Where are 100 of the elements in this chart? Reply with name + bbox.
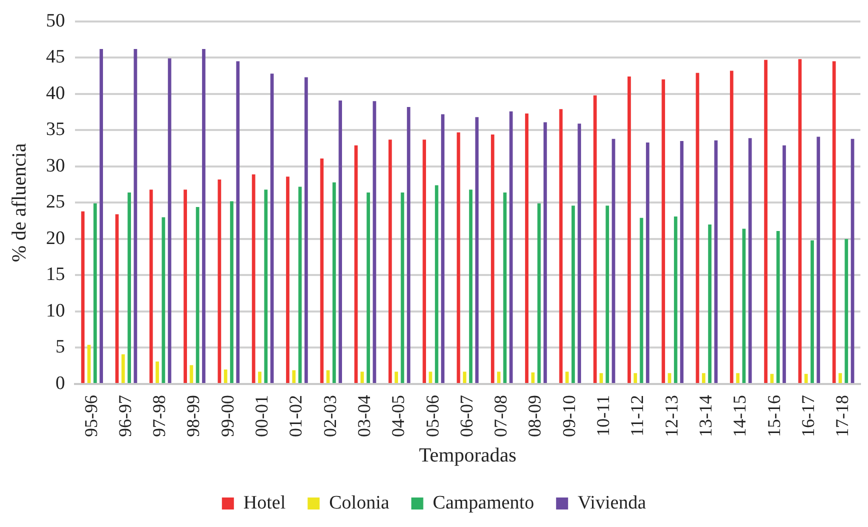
- bar: [156, 362, 159, 384]
- x-tick-label: 02-03: [320, 395, 340, 438]
- bar: [196, 207, 200, 384]
- bar: [168, 58, 172, 384]
- x-tick-label: 13-14: [695, 395, 716, 438]
- bar: [572, 206, 575, 384]
- bar: [320, 158, 324, 384]
- bar: [776, 230, 780, 384]
- bar: [674, 216, 678, 384]
- bar: [525, 114, 528, 384]
- x-tick-label: 04-05: [388, 395, 408, 438]
- bar: [748, 138, 752, 384]
- bar: [497, 372, 500, 384]
- bar: [149, 190, 153, 384]
- bar: [121, 354, 125, 384]
- bar: [475, 117, 479, 384]
- bar: [565, 372, 569, 384]
- bar: [360, 372, 364, 384]
- legend-label: Vivienda: [578, 492, 647, 514]
- bar: [428, 372, 432, 384]
- x-tick-label: 05-06: [422, 395, 442, 438]
- y-tick-label: 35: [46, 119, 65, 140]
- bar: [202, 48, 206, 384]
- y-tick-label: 40: [46, 82, 65, 104]
- bar: [332, 182, 336, 384]
- bar: [708, 224, 712, 384]
- bar: [190, 365, 194, 384]
- x-tick-label: 99-00: [217, 395, 238, 438]
- bar: [462, 372, 466, 384]
- y-tick-label: 50: [46, 10, 65, 32]
- bar: [292, 370, 296, 384]
- bar: [490, 134, 494, 384]
- bar: [662, 79, 666, 384]
- bar: [509, 111, 513, 384]
- bar: [730, 70, 734, 384]
- x-tick-label: 08-09: [524, 395, 545, 438]
- bar: [668, 373, 672, 384]
- y-tick-label: 15: [46, 264, 65, 286]
- x-tick-label: 14-15: [730, 395, 750, 438]
- bar: [606, 206, 610, 384]
- bar: [736, 373, 740, 384]
- x-tick-label: 06-07: [456, 395, 476, 438]
- bar: [782, 145, 786, 384]
- bar: [469, 190, 472, 384]
- bar: [224, 370, 228, 384]
- bar: [264, 190, 268, 384]
- bar: [100, 48, 103, 384]
- bar: [628, 76, 631, 384]
- bar: [422, 140, 426, 384]
- x-tick-label: 09-10: [558, 395, 579, 438]
- legend-label: Hotel: [243, 492, 286, 514]
- bar: [531, 372, 535, 384]
- x-tick-label: 97-98: [149, 395, 170, 438]
- x-tick-label: 11-12: [627, 395, 648, 436]
- x-tick-label: 17-18: [832, 395, 852, 438]
- bar: [434, 185, 438, 384]
- bar: [832, 61, 836, 384]
- x-tick-label: 00-01: [252, 395, 272, 438]
- bar: [258, 372, 262, 384]
- bar: [252, 174, 256, 384]
- bar: [304, 77, 308, 384]
- bar: [326, 370, 330, 384]
- bar: [338, 100, 342, 384]
- y-tick-label: 20: [46, 228, 65, 249]
- bar: [230, 201, 234, 384]
- bar: [128, 192, 131, 384]
- y-tick-label: 30: [46, 155, 65, 176]
- x-tick-label: 07-08: [490, 395, 511, 438]
- x-tick-label: 03-04: [354, 395, 374, 438]
- x-tick-label: 10-11: [593, 395, 614, 436]
- bar: [838, 373, 842, 384]
- x-tick-label: 16-17: [798, 395, 818, 438]
- bar: [394, 372, 398, 384]
- bar: [804, 374, 808, 384]
- bar: [810, 240, 814, 384]
- y-tick-label: 0: [56, 372, 65, 394]
- legend-label: Campamento: [432, 492, 534, 514]
- bar: [702, 373, 706, 384]
- y-tick-label: 10: [46, 300, 65, 322]
- bar: [441, 114, 444, 384]
- bar: [366, 192, 370, 384]
- x-tick-label: 15-16: [764, 395, 784, 438]
- bar: [844, 238, 848, 384]
- x-tick-label: 01-02: [286, 395, 306, 438]
- bar: [634, 373, 638, 384]
- bar: [646, 142, 650, 384]
- bar: [578, 124, 582, 384]
- x-tick-label: 95-96: [80, 395, 101, 438]
- y-axis-title: % de afluencia: [8, 143, 30, 262]
- bar: [93, 203, 97, 384]
- bar: [537, 203, 541, 384]
- y-tick-label: 25: [46, 192, 65, 213]
- legend-label: Colonia: [329, 492, 390, 514]
- y-tick-label: 5: [56, 336, 65, 358]
- bar: [236, 61, 240, 384]
- bar: [764, 60, 768, 384]
- bar: [184, 190, 187, 384]
- x-tick-label: 98-99: [183, 395, 204, 438]
- x-tick-label: 96-97: [114, 395, 135, 438]
- y-tick-label: 45: [46, 46, 65, 68]
